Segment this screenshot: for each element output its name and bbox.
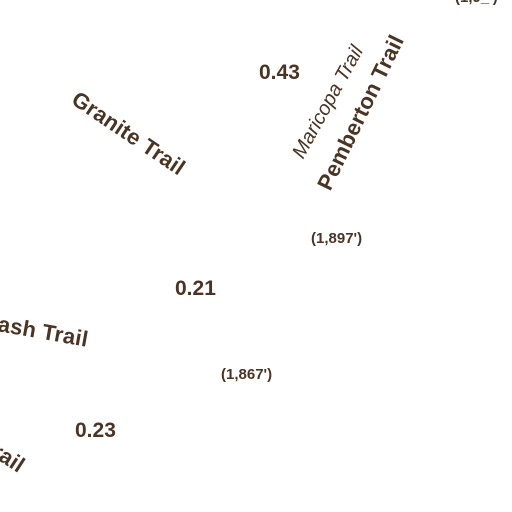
distance-label: 0.21 bbox=[175, 277, 216, 300]
distance-label: 0.23 bbox=[75, 419, 116, 442]
elevation-label-partial: (1,9_') bbox=[455, 0, 498, 5]
elevation-label: (1,897') bbox=[311, 230, 363, 247]
distance-label: 0.43 bbox=[259, 61, 300, 84]
elevation-label: (1,867') bbox=[221, 366, 273, 383]
trail-label-bottom: rail bbox=[0, 438, 30, 478]
trail-label-granite: Granite Trail bbox=[67, 86, 190, 181]
trail-label-wash: /ash Trail bbox=[0, 310, 91, 352]
